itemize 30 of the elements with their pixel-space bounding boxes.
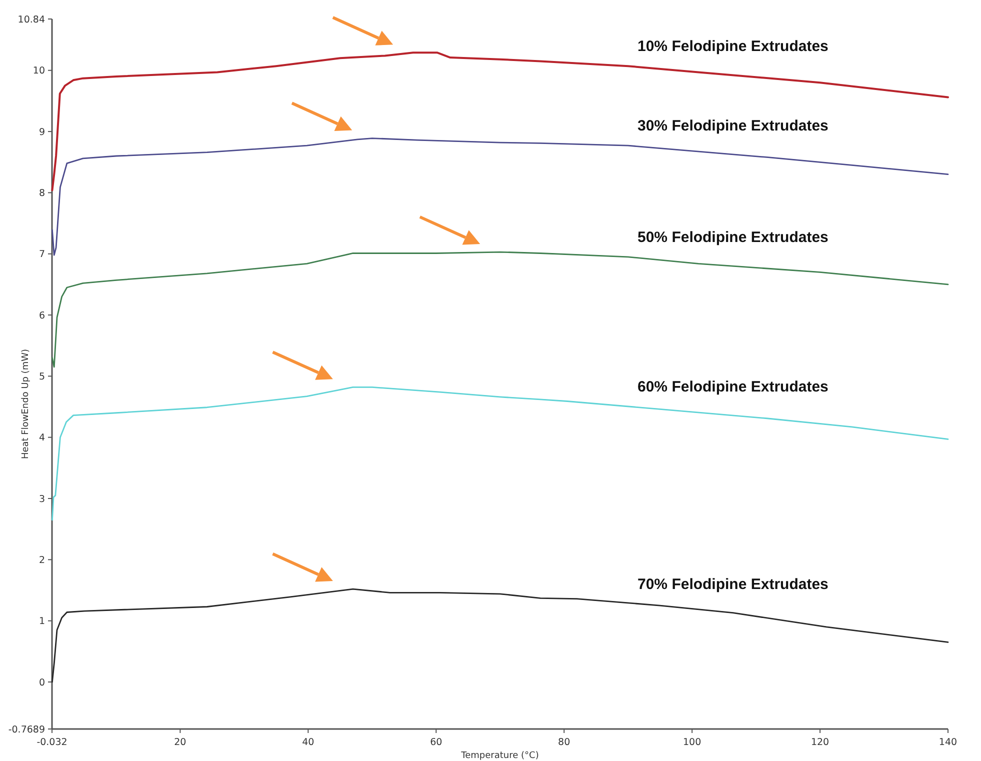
series-label: 10% Felodipine Extrudates: [638, 38, 828, 56]
x-tick-label: 80: [558, 737, 570, 748]
series-label: 70% Felodipine Extrudates: [638, 576, 828, 593]
series-label: 30% Felodipine Extrudates: [638, 117, 828, 134]
x-tick-label: 20: [174, 737, 186, 748]
x-axis-title: Temperature (°C): [460, 751, 539, 761]
x-tick-label: -0.032: [36, 737, 68, 748]
x-tick-label: 140: [938, 737, 958, 748]
x-tick-label: 100: [682, 737, 702, 748]
line-series: [52, 251, 949, 368]
y-tick-label: 7: [38, 249, 45, 260]
y-tick-label: 2: [38, 554, 45, 566]
y-tick-label: 10: [32, 66, 45, 77]
line-series: [52, 138, 949, 256]
y-tick-label: 0: [38, 677, 45, 688]
x-tick-label: 60: [430, 737, 442, 748]
y-tick-label: 5: [38, 372, 45, 382]
series-label: 60% Felodipine Extrudates: [638, 378, 828, 396]
y-tick-label: 8: [38, 188, 45, 200]
y-tick-label: 4: [38, 432, 45, 444]
y-tick-label: 3: [38, 494, 45, 505]
y-tick-label: 6: [38, 310, 45, 322]
y-tick-label: 10.84: [18, 14, 45, 26]
y-tick-label: 9: [38, 126, 45, 138]
y-tick-label: 1: [38, 616, 45, 628]
y-axis-title: Heat FlowEndo Up (mW): [21, 348, 31, 460]
x-tick-label: 40: [302, 737, 314, 748]
series-label: 50% Felodipine Extrudates: [638, 229, 828, 246]
y-tick-label: -0.7689: [8, 724, 45, 736]
x-tick-label: 120: [810, 737, 830, 748]
